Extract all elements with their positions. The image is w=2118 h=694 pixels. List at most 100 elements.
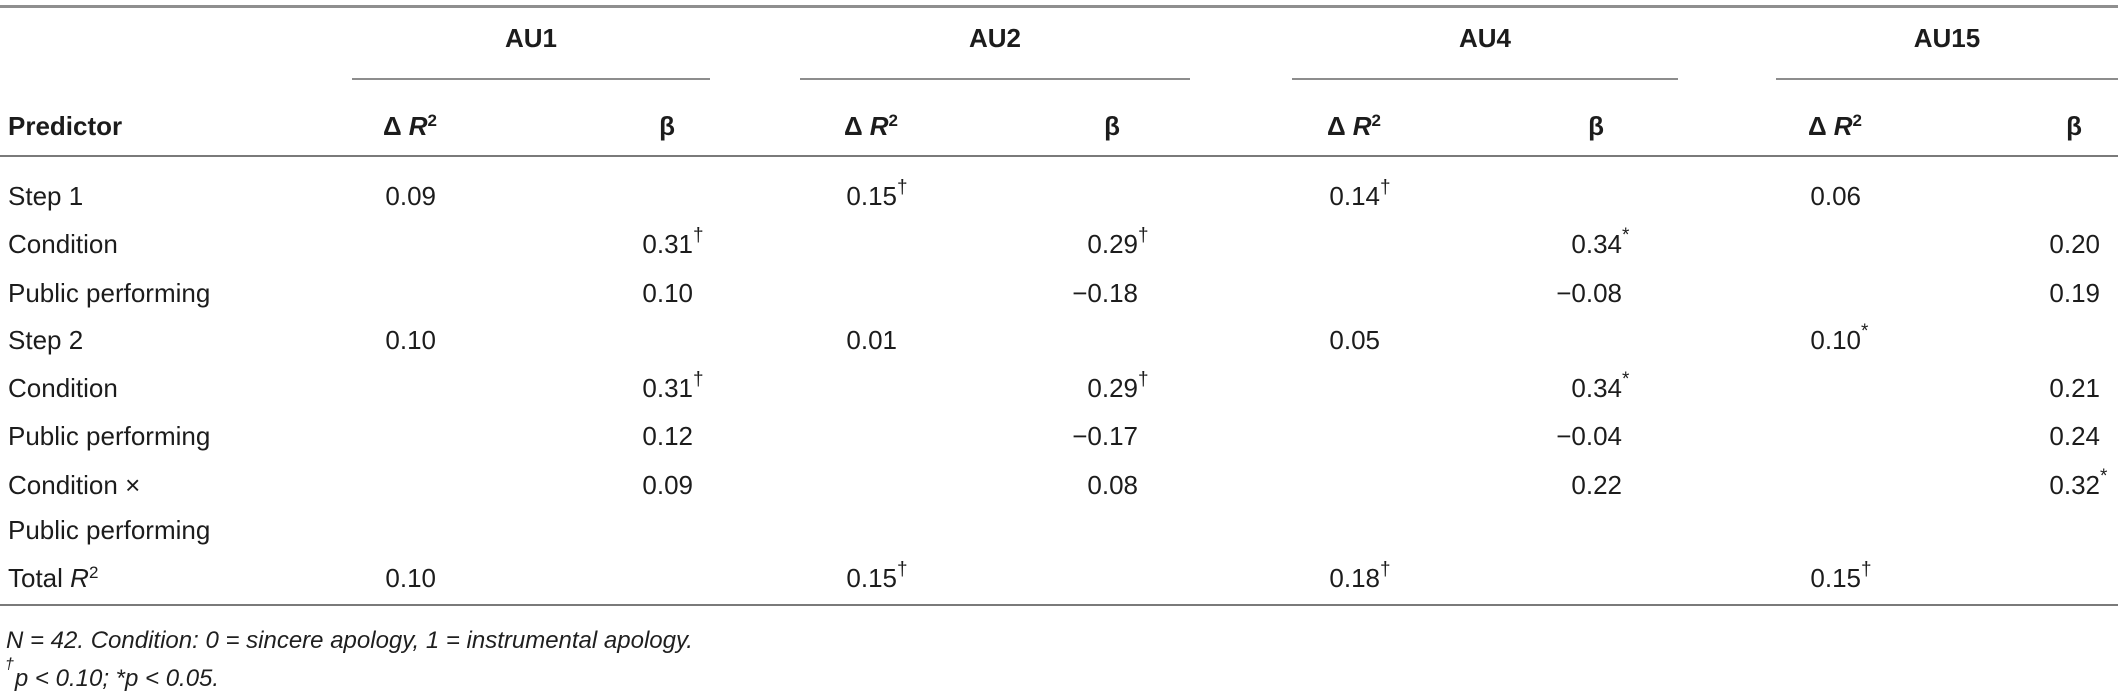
table-footnote: †p < 0.10; *p < 0.05. — [5, 656, 219, 692]
row-label: Step 2 — [8, 325, 84, 355]
cell-value: −0.17 — [1072, 421, 1138, 451]
delta-symbol: Δ — [1808, 111, 1827, 141]
table-cell: 0.29 † — [1042, 370, 1148, 404]
delta-r2-header: Δ R2 — [1284, 108, 1424, 144]
column-group-spanner-rule — [1292, 78, 1678, 80]
cell-value: 0.01 — [846, 325, 897, 355]
beta-header: β — [2066, 111, 2082, 141]
table-bottom-rule — [0, 604, 2118, 606]
asterisk-significance-mark: * — [1861, 321, 1869, 342]
table-cell: 0.10 — [340, 562, 436, 594]
delta-r2-header: Δ R2 — [801, 108, 941, 144]
table-cell: −0.17 — [1042, 420, 1138, 452]
asterisk-significance-mark: * — [1622, 369, 1630, 390]
r2-exponent: 2 — [1852, 111, 1862, 130]
dagger-significance-mark: † — [1861, 559, 1872, 580]
column-group-spanner-rule — [352, 78, 710, 80]
cell-value: 0.09 — [385, 181, 436, 211]
dagger-significance-mark: † — [897, 177, 908, 198]
table-cell: 0.32 * — [2004, 467, 2107, 501]
dagger-significance-mark: † — [1138, 225, 1149, 246]
table-cell: 0.08 — [1042, 469, 1138, 501]
dagger-significance-mark: † — [693, 225, 704, 246]
table-cell: −0.04 — [1526, 420, 1622, 452]
column-group-label: AU1 — [504, 23, 557, 53]
table-cell: 0.18 † — [1284, 560, 1390, 594]
table-cell: 0.19 — [2004, 277, 2100, 309]
footnote-marker: † — [5, 656, 14, 673]
dagger-significance-mark: † — [693, 369, 704, 390]
cell-value: 0.21 — [2049, 373, 2100, 403]
table-cell: 0.15 † — [801, 560, 907, 594]
row-label-exponent: 2 — [88, 563, 99, 582]
table-cell: 0.20 — [2004, 228, 2100, 260]
table-cell: −0.18 — [1042, 277, 1138, 309]
asterisk-significance-mark: * — [2100, 466, 2108, 487]
footnote-text: N = 42. Condition: 0 = sincere apology, … — [6, 627, 693, 654]
cell-value: 0.10 — [642, 278, 693, 308]
row-label: Condition — [8, 373, 118, 403]
delta-r2-header: Δ R2 — [340, 108, 480, 144]
row-label: Condition — [8, 229, 118, 259]
row-label: Public performing — [8, 278, 211, 308]
row-label-r: R — [70, 563, 89, 593]
cell-value: 0.34 — [1571, 373, 1622, 403]
table-cell: 0.31 † — [597, 370, 703, 404]
table-cell: 0.24 — [2004, 420, 2100, 452]
table-cell: 0.09 — [597, 469, 693, 501]
cell-value: 0.31 — [642, 373, 693, 403]
cell-value: 0.15 — [1810, 563, 1861, 593]
row-label-text: Total — [8, 563, 71, 593]
table-cell: 0.12 — [597, 420, 693, 452]
row-label: Public performing — [8, 421, 211, 451]
r2-exponent: 2 — [888, 111, 898, 130]
column-group-label: AU15 — [1913, 23, 1981, 53]
footnote-text: p < 0.10; *p < 0.05. — [14, 665, 220, 692]
cell-value: 0.34 — [1571, 229, 1622, 259]
table-cell: 0.10 * — [1765, 322, 1868, 356]
cell-value: 0.18 — [1329, 563, 1380, 593]
row-label: Public performing — [8, 515, 211, 545]
cell-value: 0.06 — [1810, 181, 1861, 211]
cell-value: 0.10 — [385, 325, 436, 355]
cell-value: −0.04 — [1556, 421, 1622, 451]
header-rule — [0, 155, 2118, 157]
table-cell: −0.08 — [1526, 277, 1622, 309]
table-cell: 0.15 † — [1765, 560, 1871, 594]
beta-header: β — [659, 111, 675, 141]
cell-value: 0.10 — [1810, 325, 1861, 355]
table-cell: 0.10 — [340, 324, 436, 356]
asterisk-significance-mark: * — [1622, 225, 1630, 246]
beta-header: β — [1104, 111, 1120, 141]
r2-exponent: 2 — [1371, 111, 1381, 130]
table-cell: 0.21 — [2004, 372, 2100, 404]
cell-value: 0.05 — [1329, 325, 1380, 355]
cell-value: 0.20 — [2049, 229, 2100, 259]
column-group-label: AU2 — [968, 23, 1021, 53]
cell-value: 0.10 — [385, 563, 436, 593]
table-cell: 0.31 † — [597, 226, 703, 260]
table-cell: 0.09 — [340, 180, 436, 212]
cell-value: 0.22 — [1571, 470, 1622, 500]
table-cell: 0.15 † — [801, 178, 907, 212]
cell-value: 0.15 — [846, 563, 897, 593]
dagger-significance-mark: † — [897, 559, 908, 580]
table-cell: 0.29 † — [1042, 226, 1148, 260]
column-group-spanner-rule — [800, 78, 1190, 80]
delta-symbol: Δ — [383, 111, 402, 141]
cell-value: 0.09 — [642, 470, 693, 500]
column-group-label: AU4 — [1458, 23, 1511, 53]
cell-value: 0.31 — [642, 229, 693, 259]
r-symbol: R — [869, 111, 889, 141]
cell-value: 0.19 — [2049, 278, 2100, 308]
table-cell: 0.22 — [1526, 469, 1622, 501]
table-cell: 0.34 * — [1526, 226, 1629, 260]
cell-value: −0.18 — [1072, 278, 1138, 308]
column-group-spanner-rule — [1776, 78, 2118, 80]
row-label: Condition × — [8, 470, 141, 500]
delta-symbol: Δ — [1327, 111, 1346, 141]
cell-value: −0.08 — [1556, 278, 1622, 308]
cell-value: 0.14 — [1329, 181, 1380, 211]
row-label: Step 1 — [8, 181, 84, 211]
